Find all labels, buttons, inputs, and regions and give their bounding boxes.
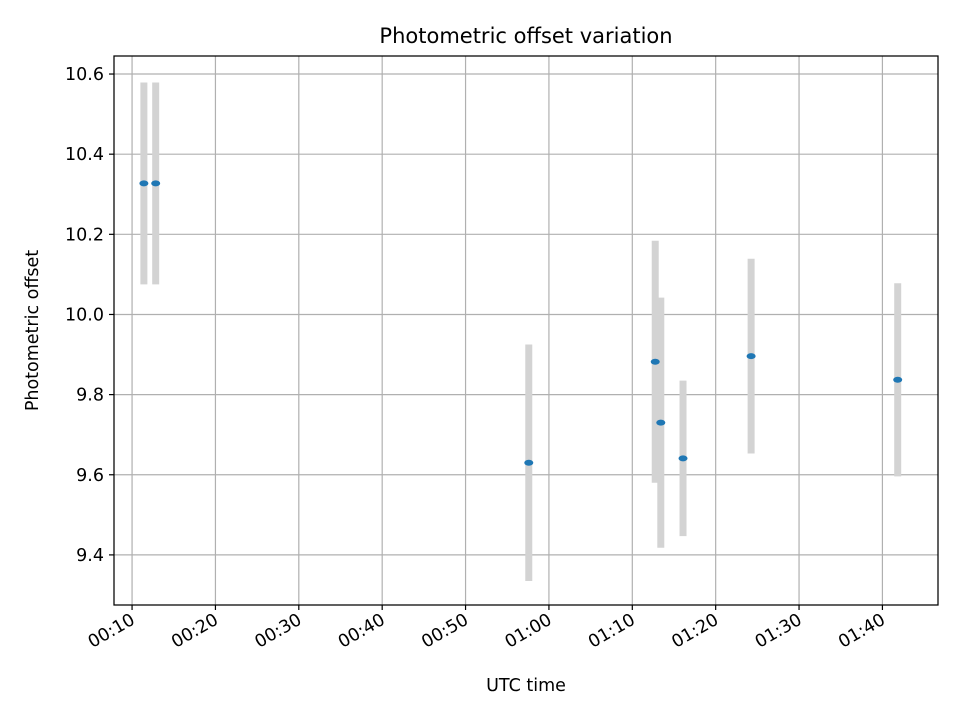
data-point — [746, 353, 756, 360]
y-tick-label: 9.6 — [76, 466, 104, 486]
y-tick-label: 10.4 — [65, 145, 104, 165]
data-point — [656, 419, 666, 426]
plot-frame — [113, 55, 939, 606]
chart-title: Photometric offset variation — [379, 24, 672, 48]
y-tick-label: 10.2 — [65, 225, 104, 245]
data-point — [893, 376, 903, 383]
y-tick-label: 10.6 — [65, 65, 104, 85]
data-point — [650, 358, 660, 365]
data-point — [151, 180, 161, 187]
x-axis-label: UTC time — [486, 676, 566, 696]
data-point — [524, 459, 534, 466]
y-axis-label: Photometric offset — [23, 250, 43, 411]
data-markers — [139, 180, 903, 466]
y-tick-label: 9.8 — [76, 386, 104, 406]
y-tick-label: 10.0 — [65, 305, 104, 325]
data-point — [139, 180, 149, 187]
y-axis-ticks: 9.4 9.6 9.8 10.0 10.2 10.4 10.6 — [65, 65, 114, 566]
data-point — [678, 455, 688, 462]
y-tick-label: 9.4 — [76, 546, 104, 566]
